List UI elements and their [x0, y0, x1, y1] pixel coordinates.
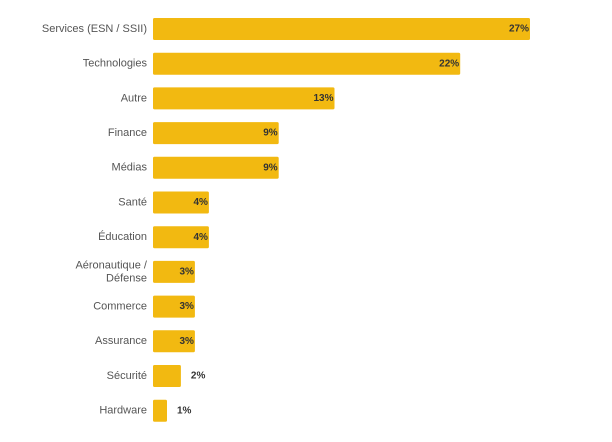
category-label-8: Commerce [93, 301, 147, 313]
value-label-8: 3% [179, 301, 194, 312]
value-label-6: 4% [193, 232, 208, 243]
bar-6 [153, 226, 209, 249]
bar-0 [153, 18, 530, 40]
value-label-7: 3% [179, 267, 194, 278]
value-label-4: 9% [263, 162, 278, 173]
category-label-4: Médias [112, 162, 148, 174]
bar-1 [153, 52, 461, 75]
category-label-7: Aéronautique / Défense [75, 259, 147, 284]
bar-5 [153, 191, 209, 214]
category-label-9: Assurance [95, 335, 147, 347]
category-label-6: Éducation [98, 230, 147, 243]
value-label-5: 4% [193, 197, 208, 208]
bar-8 [153, 295, 195, 318]
bar-9 [153, 330, 195, 353]
value-label-2: 13% [313, 93, 333, 104]
category-label-10: Sécurité [107, 370, 147, 382]
value-label-9: 3% [179, 336, 194, 347]
value-label-1: 22% [439, 58, 459, 69]
bars-layer [153, 18, 530, 422]
value-label-11: 1% [177, 405, 192, 416]
category-label-5: Santé [118, 196, 147, 208]
category-label-2: Autre [121, 92, 147, 104]
category-labels-layer: Services (ESN / SSII) Technologies Autre Fi… [42, 23, 148, 417]
value-label-10: 2% [191, 371, 206, 382]
category-label-3: Finance [108, 127, 147, 139]
bar-10 [153, 365, 181, 387]
bar-2 [153, 87, 335, 110]
category-label-1: Technologies [83, 58, 148, 70]
value-label-0: 27% [509, 24, 529, 35]
bar-4 [153, 156, 279, 179]
bar-11 [153, 399, 167, 422]
value-labels-layer: 27% 22% 13% 9% 9% 4% 4% 3% 3% 3% 2% 1% [177, 24, 529, 417]
bar-7 [153, 260, 195, 283]
value-label-3: 9% [263, 128, 278, 139]
category-label-11: Hardware [99, 405, 147, 417]
category-label-0: Services (ESN / SSII) [42, 23, 147, 35]
bar-3 [153, 122, 279, 145]
